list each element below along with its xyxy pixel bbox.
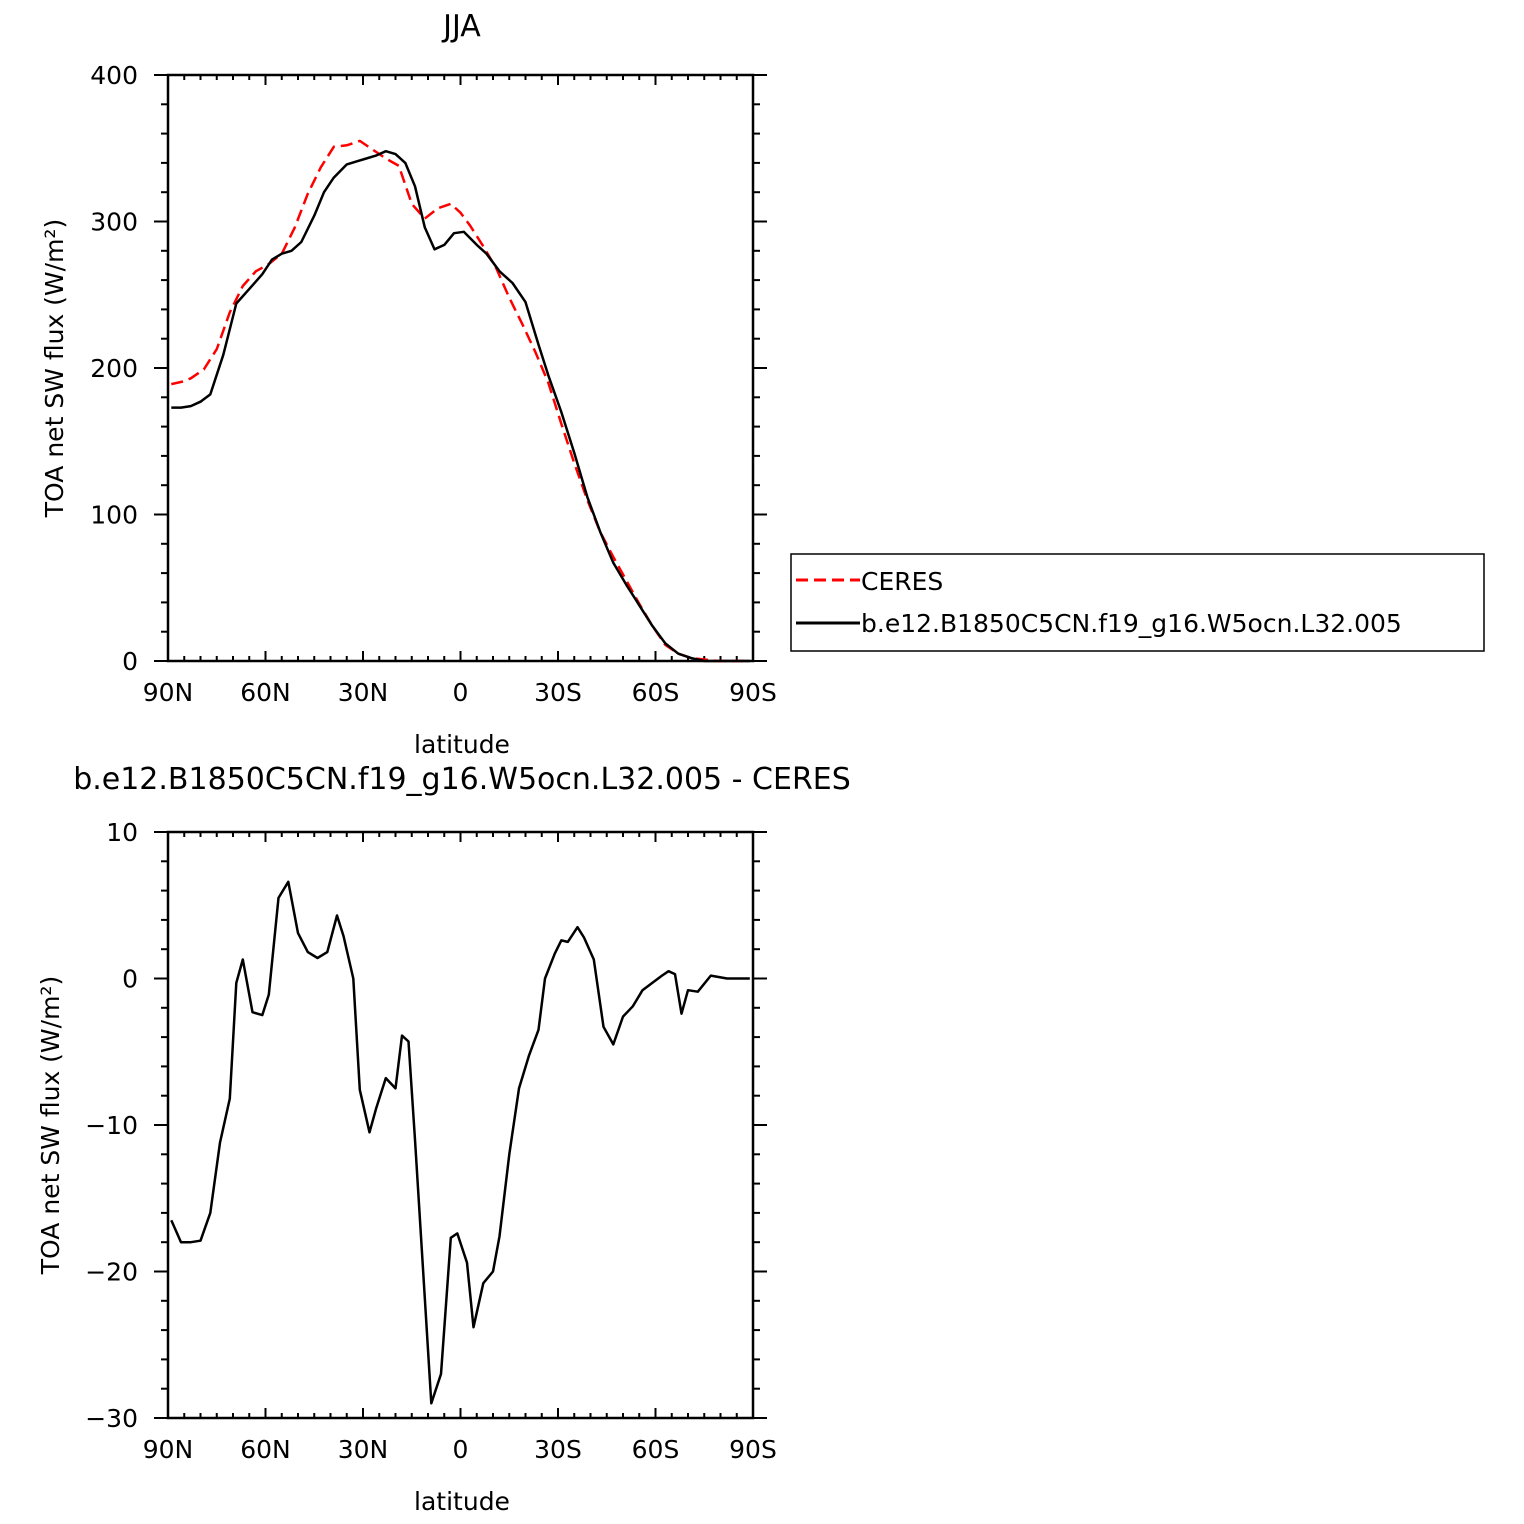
chart-top-series-group [171, 139, 750, 663]
chart-top-y-tick-label: 400 [90, 61, 138, 90]
chart-top-y-tick-label: 200 [90, 354, 138, 383]
chart-bottom-x-tick-label: 0 [453, 1435, 469, 1464]
chart-bottom-x-tick-label: 90N [143, 1435, 194, 1464]
chart-top: JJA 90N 60N 30N 0 30S 60S 90S 0 100 200 300 400 lat… [40, 9, 777, 759]
chart-top-series-line-1 [171, 149, 750, 663]
chart-bottom-y-tick-label: −30 [85, 1404, 138, 1433]
chart-bottom-y-axis-label: TOA net SW flux (W/m²) [36, 976, 65, 1275]
chart-top-x-tick-label: 60N [240, 678, 291, 707]
chart-bottom-series-group [170, 880, 750, 1405]
chart-top-frame [166, 73, 755, 663]
chart-bottom-x-tick-label: 60S [632, 1435, 680, 1464]
chart-top-x-tick-label: 0 [453, 678, 469, 707]
chart-top-ticks: 90N 60N 30N 0 30S 60S 90S 0 100 200 300 400 [90, 61, 777, 707]
chart-top-x-tick-label: 90S [729, 678, 777, 707]
chart-top-x-tick-label: 30S [534, 678, 582, 707]
chart-bottom-frame [166, 830, 755, 1420]
chart-bottom-y-tick-label: −20 [85, 1258, 138, 1287]
chart-bottom-y-tick-label: −10 [85, 1111, 138, 1140]
chart-top-y-tick-label: 0 [122, 647, 138, 676]
chart-bottom: b.e12.B1850C5CN.f19_g16.W5ocn.L32.005 - … [36, 762, 851, 1516]
chart-top-x-tick-label: 60S [632, 678, 680, 707]
legend-box [790, 553, 1485, 652]
chart-top-series-line-0 [171, 139, 750, 663]
chart-bottom-title: b.e12.B1850C5CN.f19_g16.W5ocn.L32.005 - … [73, 762, 851, 797]
chart-top-y-tick-label: 300 [90, 208, 138, 237]
chart-bottom-ticks: 90N 60N 30N 0 30S 60S 90S −30 −20 −10 0 10 [85, 818, 777, 1464]
chart-bottom-y-tick-label: 10 [106, 818, 138, 847]
chart-bottom-x-tick-label: 30S [534, 1435, 582, 1464]
chart-bottom-x-tick-label: 90S [729, 1435, 777, 1464]
chart-top-x-tick-label: 30N [338, 678, 389, 707]
legend-label-model: b.e12.B1850C5CN.f19_g16.W5ocn.L32.005 [861, 609, 1402, 638]
chart-bottom-x-tick-label: 60N [240, 1435, 291, 1464]
chart-top-x-tick-label: 90N [143, 678, 194, 707]
chart-top-y-tick-label: 100 [90, 501, 138, 530]
chart-bottom-series-line-0 [170, 880, 750, 1405]
chart-bottom-x-tick-label: 30N [338, 1435, 389, 1464]
legend: CERES b.e12.B1850C5CN.f19_g16.W5ocn.L32.… [790, 553, 1485, 652]
legend-label-ceres: CERES [861, 567, 943, 596]
chart-top-y-axis-label: TOA net SW flux (W/m²) [40, 219, 69, 518]
chart-bottom-y-tick-label: 0 [122, 965, 138, 994]
chart-top-x-axis-label: latitude [414, 730, 510, 759]
chart-bottom-x-axis-label: latitude [414, 1487, 510, 1516]
chart-top-title: JJA [441, 9, 481, 44]
